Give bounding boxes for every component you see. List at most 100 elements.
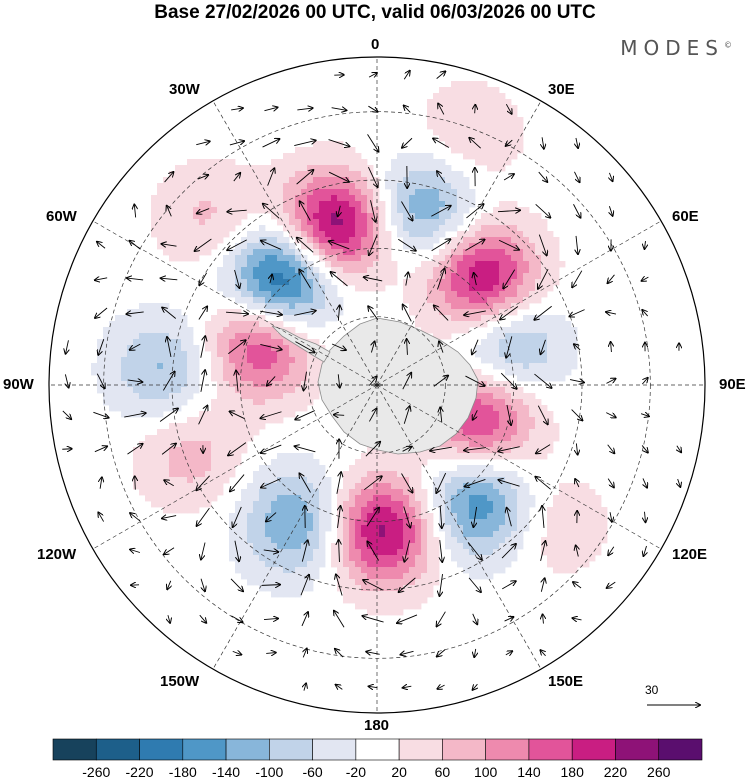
anomaly-cell (523, 333, 530, 340)
anomaly-cell (187, 483, 194, 490)
anomaly-cell (469, 495, 476, 502)
wind-vector (506, 336, 513, 357)
anomaly-cell (241, 435, 248, 442)
anomaly-cell (487, 105, 494, 112)
anomaly-cell (433, 309, 440, 316)
label-150w: 150W (160, 673, 200, 690)
anomaly-cell (469, 483, 476, 490)
anomaly-cell (295, 537, 302, 544)
anomaly-cell (529, 501, 536, 508)
anomaly-cell (187, 477, 194, 484)
anomaly-cell (271, 279, 278, 286)
anomaly-cell (247, 267, 254, 274)
anomaly-cell (163, 375, 170, 382)
anomaly-cell (367, 201, 374, 208)
anomaly-cell (235, 531, 242, 538)
anomaly-cell (175, 429, 182, 436)
anomaly-cell (511, 399, 518, 406)
anomaly-cell (469, 81, 476, 88)
anomaly-cell (253, 423, 260, 430)
anomaly-cell (313, 519, 320, 526)
anomaly-cell (355, 183, 362, 190)
anomaly-cell (355, 225, 362, 232)
wind-vector (431, 206, 450, 217)
anomaly-cell (397, 537, 404, 544)
anomaly-cell (151, 381, 158, 388)
anomaly-cell (499, 237, 506, 244)
anomaly-cell (343, 171, 350, 178)
anomaly-cell (553, 423, 560, 430)
anomaly-cell (259, 201, 266, 208)
anomaly-cell (265, 543, 272, 550)
anomaly-cell (199, 219, 206, 226)
anomaly-cell (469, 477, 476, 484)
anomaly-cell (187, 423, 194, 430)
anomaly-cell (283, 507, 290, 514)
anomaly-cell (187, 447, 194, 454)
anomaly-cell (475, 435, 482, 442)
anomaly-cell (109, 363, 116, 370)
anomaly-cell (457, 513, 464, 520)
anomaly-cell (211, 471, 218, 478)
anomaly-cell (325, 519, 332, 526)
anomaly-cell (247, 327, 254, 334)
anomaly-cell (421, 261, 428, 268)
anomaly-cell (487, 525, 494, 532)
anomaly-cell (157, 489, 164, 496)
anomaly-cell (553, 237, 560, 244)
anomaly-cell (307, 243, 314, 250)
anomaly-cell (217, 345, 224, 352)
anomaly-cell (511, 429, 518, 436)
anomaly-cell (391, 159, 398, 166)
anomaly-cell (433, 501, 440, 508)
colorbar-swatch (312, 738, 357, 761)
anomaly-cell (481, 111, 488, 118)
anomaly-cell (121, 387, 128, 394)
anomaly-cell (505, 537, 512, 544)
anomaly-cell (175, 231, 182, 238)
wind-vector (197, 175, 208, 179)
wind-vector (299, 473, 311, 493)
anomaly-cell (349, 537, 356, 544)
anomaly-cell (577, 525, 584, 532)
anomaly-cell (301, 363, 308, 370)
anomaly-cell (409, 189, 416, 196)
anomaly-cell (343, 243, 350, 250)
anomaly-cell (493, 309, 500, 316)
anomaly-cell (121, 369, 128, 376)
anomaly-cell (469, 105, 476, 112)
anomaly-cell (469, 93, 476, 100)
anomaly-cell (385, 495, 392, 502)
anomaly-cell (349, 549, 356, 556)
wind-vector (397, 614, 418, 623)
wind-vector (368, 105, 377, 112)
anomaly-cell (217, 333, 224, 340)
anomaly-cell (217, 357, 224, 364)
anomaly-cell (397, 453, 404, 460)
anomaly-cell (313, 369, 320, 376)
anomaly-cell (241, 261, 248, 268)
anomaly-cell (421, 201, 428, 208)
anomaly-cell (379, 603, 386, 610)
anomaly-cell (205, 441, 212, 448)
anomaly-cell (595, 537, 602, 544)
wind-vector (201, 578, 205, 591)
anomaly-cell (187, 345, 194, 352)
anomaly-cell (319, 291, 326, 298)
anomaly-cell (379, 261, 386, 268)
anomaly-cell (487, 345, 494, 352)
anomaly-cell (289, 243, 296, 250)
anomaly-cell (259, 195, 266, 202)
anomaly-cell (589, 531, 596, 538)
anomaly-cell (313, 363, 320, 370)
anomaly-cell (469, 561, 476, 568)
anomaly-cell (175, 453, 182, 460)
anomaly-cell (475, 267, 482, 274)
anomaly-cell (553, 345, 560, 352)
anomaly-cell (355, 531, 362, 538)
anomaly-cell (103, 357, 110, 364)
anomaly-cell (391, 477, 398, 484)
anomaly-cell (427, 549, 434, 556)
anomaly-cell (553, 567, 560, 574)
anomaly-cell (529, 375, 536, 382)
